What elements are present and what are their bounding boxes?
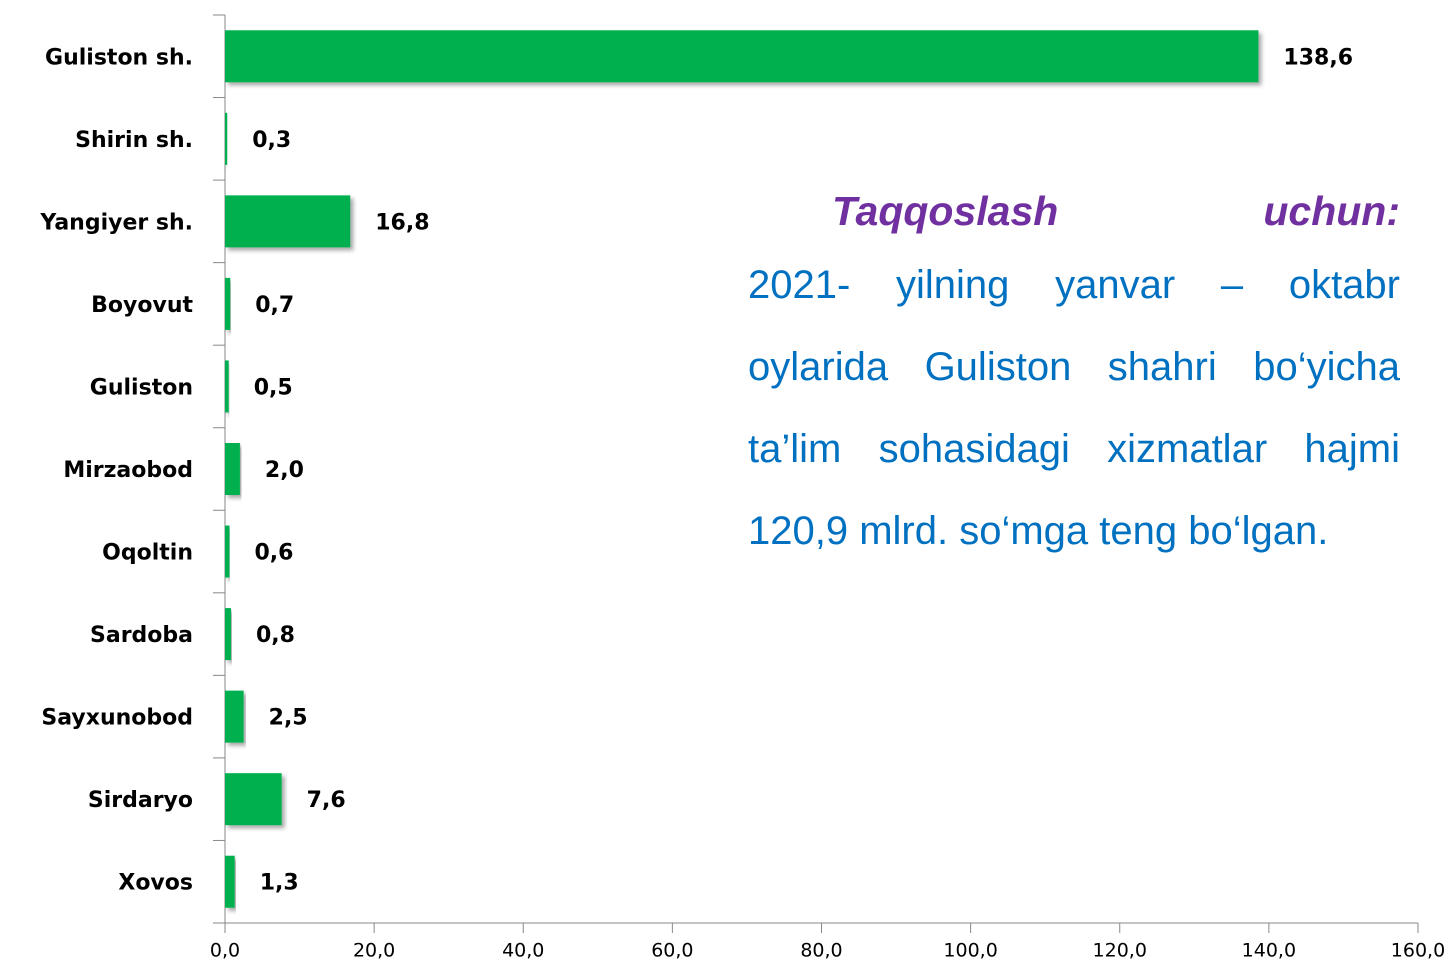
value-label: 0,6: [254, 541, 293, 566]
x-tick-label: 100,0: [943, 940, 997, 962]
bar: [225, 773, 282, 826]
value-label: 2,0: [265, 458, 304, 483]
y-tick-label: Sirdaryo: [88, 788, 193, 813]
y-tick-label: Oqoltin: [102, 541, 193, 566]
x-tick-label: 20,0: [353, 940, 395, 962]
y-tick-label: Sayxunobod: [41, 706, 193, 731]
bar: [225, 855, 235, 908]
bar: [225, 112, 228, 165]
bar: [225, 30, 1259, 83]
annotation-title: Taqqoslash uchun:: [832, 188, 1400, 234]
y-tick-label: Mirzaobod: [63, 458, 193, 483]
bar: [225, 690, 244, 743]
x-tick-label: 80,0: [800, 940, 842, 962]
x-tick-label: 120,0: [1093, 940, 1147, 962]
y-tick-label: Guliston: [90, 375, 193, 400]
bar: [225, 277, 231, 330]
bar: [225, 525, 230, 578]
y-tick-label: Yangiyer sh.: [39, 210, 193, 235]
x-tick-label: 160,0: [1391, 940, 1445, 962]
value-label: 0,8: [256, 623, 295, 648]
annotation-text: 2021- yilning yanvar – oktabr oylarida G…: [748, 263, 1400, 553]
value-label: 2,5: [269, 706, 308, 731]
bar: [225, 443, 240, 495]
y-tick-label: Boyovut: [91, 293, 193, 318]
y-tick-label: Guliston sh.: [45, 45, 193, 70]
y-tick-label: Shirin sh.: [75, 128, 193, 153]
value-label: 1,3: [260, 871, 299, 896]
x-tick-label: 60,0: [651, 940, 693, 962]
value-label: 138,6: [1283, 45, 1353, 70]
x-tick-label: 40,0: [502, 940, 544, 962]
annotation: Taqqoslash uchun: 2021- yilning yanvar –…: [748, 178, 1400, 572]
value-label: 16,8: [375, 210, 429, 235]
bar: [225, 195, 351, 248]
value-label: 7,6: [307, 788, 346, 813]
x-tick-label: 140,0: [1242, 940, 1296, 962]
bar: [225, 360, 229, 413]
value-label: 0,5: [254, 375, 293, 400]
value-label: 0,3: [252, 128, 291, 153]
y-tick-label: Xovos: [118, 871, 193, 896]
y-tick-label: Sardoba: [90, 623, 193, 648]
x-tick-label: 0,0: [210, 940, 240, 962]
value-label: 0,7: [255, 293, 294, 318]
bar: [225, 608, 231, 661]
